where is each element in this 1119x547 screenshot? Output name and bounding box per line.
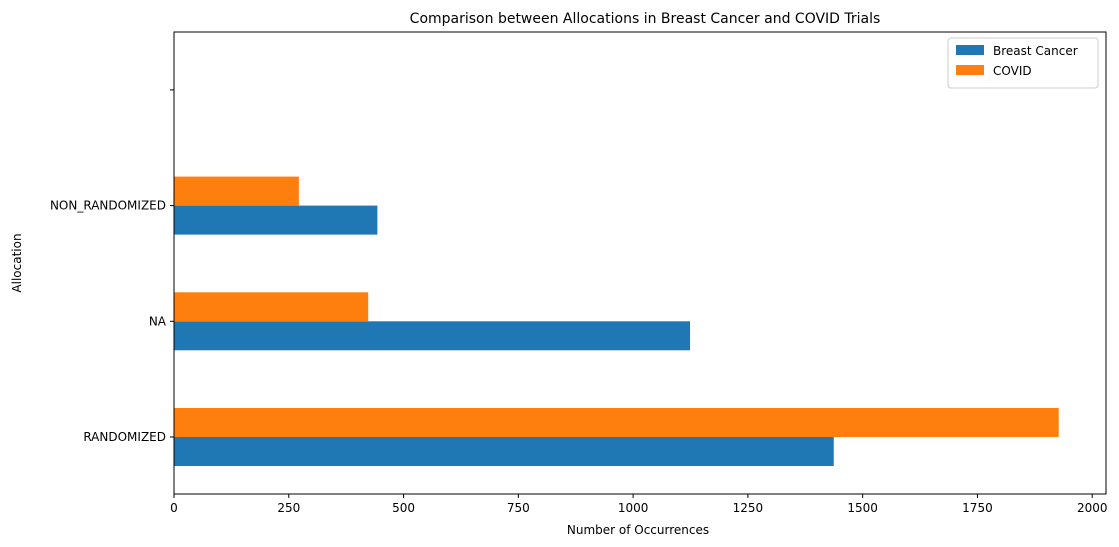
y-tick-label: RANDOMIZED: [83, 430, 166, 444]
x-axis-ticks: 0 250 500 750 1000 1250 1500 1750 2000: [170, 494, 1108, 515]
x-tick-label: 750: [507, 501, 530, 515]
x-tick-label: 1250: [733, 501, 764, 515]
legend-swatch: [956, 45, 984, 55]
bar-covid-1: [174, 292, 369, 322]
x-tick-label: 0: [170, 501, 178, 515]
y-tick-label: NON_RANDOMIZED: [50, 199, 166, 213]
x-tick-label: 1750: [962, 501, 993, 515]
chart-title: Comparison between Allocations in Breast…: [410, 11, 881, 27]
legend-frame: [947, 37, 1099, 89]
legend-swatch: [956, 65, 984, 75]
x-tick-label: 1000: [618, 501, 649, 515]
bar-breast-cancer-0: [174, 437, 834, 466]
legend-label: Breast Cancer: [993, 44, 1078, 58]
plot-frame: [173, 31, 1107, 495]
x-tick-label: 250: [277, 501, 300, 515]
bar-breast-cancer-2: [174, 205, 378, 235]
legend-label: COVID: [993, 64, 1032, 78]
y-axis-label: Allocation: [10, 233, 24, 292]
x-tick-label: 500: [392, 501, 415, 515]
bar-breast-cancer-1: [174, 321, 691, 351]
y-axis-ticks: RANDOMIZED NA NON_RANDOMIZED: [50, 89, 174, 444]
bar-covid-0: [174, 408, 1059, 437]
x-tick-label: 2000: [1077, 501, 1108, 515]
bars-layer: [174, 176, 1059, 466]
legend: Breast Cancer COVID: [947, 37, 1099, 89]
bar-covid-2: [174, 176, 299, 206]
x-tick-label: 1500: [847, 501, 878, 515]
x-axis-label: Number of Occurrences: [567, 523, 709, 537]
y-tick-label: NA: [149, 314, 167, 328]
